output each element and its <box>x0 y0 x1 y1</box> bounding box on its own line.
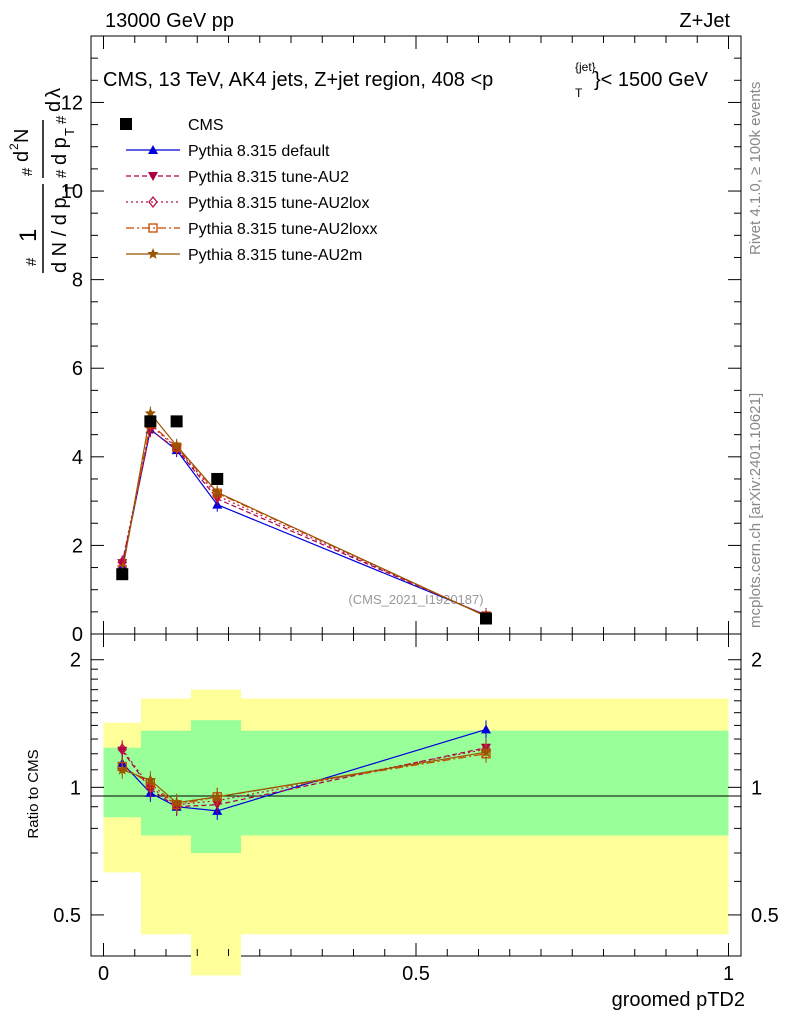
ratio-tick-label-right: 1 <box>751 777 762 799</box>
chart-title-end: }< 1500 GeV <box>594 69 709 91</box>
svg-text:d: d <box>11 151 33 162</box>
svg-text:#: # <box>53 169 70 178</box>
data-point-cms <box>170 415 183 428</box>
ratio-point-AU2m <box>116 763 128 775</box>
header-left: 13000 GeV pp <box>105 10 234 32</box>
legend-label-AU2lox: Pythia 8.315 tune-AU2lox <box>188 195 369 212</box>
analysis-watermark: (CMS_2021_I1920187) <box>348 592 483 607</box>
chart-title-main: CMS, 13 TeV, AK4 jets, Z+jet region, 408… <box>103 69 493 91</box>
ratio-axis-label: Ratio to CMS <box>25 749 42 838</box>
ratio-bands <box>103 689 729 976</box>
legend-marker-AU2lox <box>148 195 158 209</box>
x-tick-label: 0.5 <box>402 963 430 985</box>
svg-text:N: N <box>11 129 33 143</box>
chart-title-sub: T <box>575 86 583 100</box>
ratio-tick-label-right: 2 <box>751 650 762 672</box>
svg-text:T: T <box>62 184 77 192</box>
series-line-default <box>121 428 487 616</box>
ratio-tick-label-left: 2 <box>70 650 81 672</box>
y-tick-label: 12 <box>61 92 83 114</box>
chart-title-sup: {jet} <box>575 60 596 74</box>
ratio-line-AU2 <box>121 747 487 808</box>
y-axis-label: # 1 d N / d p T # d 2 N # d p T # d λ <box>7 88 77 273</box>
legend-marker-AU2loxx <box>148 223 158 233</box>
legend-label-AU2m: Pythia 8.315 tune-AU2m <box>188 247 362 264</box>
legend-marker-AU2 <box>148 172 158 181</box>
svg-text:d: d <box>43 101 65 112</box>
ratio-point-AU2m <box>144 774 157 785</box>
ratio-point-default <box>481 724 491 734</box>
ratio-band-green <box>191 720 241 853</box>
ratio-point-AU2lox <box>117 743 128 756</box>
svg-text:#: # <box>23 257 40 266</box>
legend-label-AU2loxx: Pythia 8.315 tune-AU2loxx <box>188 221 377 238</box>
ratio-axes: 0.5 0.5 1 1 2 2 0 0.5 1 <box>53 634 779 985</box>
legend-marker-cms <box>120 118 132 130</box>
data-point-AU2m <box>211 486 223 498</box>
x-axis-label: groomed pTD2 <box>612 989 745 1011</box>
data-point-cms <box>480 612 492 625</box>
y-tick-label: 10 <box>61 181 83 203</box>
ratio-tick-label-left: 0.5 <box>53 905 81 927</box>
ratio-point-AU2m <box>170 796 183 808</box>
y-tick-label: 4 <box>72 447 83 469</box>
chart-title: CMS, 13 TeV, AK4 jets, Z+jet region, 408… <box>103 60 709 100</box>
legend-label-default: Pythia 8.315 default <box>188 143 330 160</box>
y-tick-label: 8 <box>72 270 83 292</box>
ratio-line-AU2lox <box>121 748 487 806</box>
x-tick-label: 0 <box>98 963 109 985</box>
y-tick-label: 0 <box>72 624 83 646</box>
series-line-AU2 <box>121 429 487 616</box>
svg-text:T: T <box>62 128 77 136</box>
svg-text:#: # <box>53 115 70 124</box>
data-point-AU2m <box>170 439 183 451</box>
svg-text:d p: d p <box>49 137 71 165</box>
legend-label-AU2: Pythia 8.315 tune-AU2 <box>188 169 349 186</box>
header-right: Z+Jet <box>679 10 730 32</box>
data-point-cms <box>211 472 224 485</box>
ratio-series <box>116 720 492 820</box>
mcplots-label: mcplots.cern.ch [arXiv:2401.10621] <box>747 393 764 628</box>
y-tick-label: 2 <box>72 535 83 557</box>
series-line-AU2loxx <box>121 422 487 617</box>
main-axes: 0 2 4 6 8 10 12 <box>61 36 741 646</box>
ratio-tick-label-right: 0.5 <box>751 905 779 927</box>
svg-text:1: 1 <box>15 229 42 242</box>
ratio-tick-label-left: 1 <box>70 777 81 799</box>
svg-text:#: # <box>19 167 36 176</box>
ratio-point-AU2m <box>211 790 223 802</box>
legend-marker-AU2m <box>147 248 159 259</box>
data-point-cms <box>144 415 157 428</box>
legend-label-cms: CMS <box>188 117 224 134</box>
y-tick-label: 6 <box>72 358 83 380</box>
data-point-cms <box>116 568 129 581</box>
legend: CMS Pythia 8.315 default Pythia 8.315 tune… <box>120 117 377 264</box>
svg-text:d N / d p: d N / d p <box>49 197 71 273</box>
svg-text:2: 2 <box>7 143 21 150</box>
ratio-point-AU2m <box>480 746 492 758</box>
legend-marker-default <box>148 145 158 154</box>
main-series <box>116 406 492 625</box>
x-tick-label: 1 <box>723 963 734 985</box>
svg-text:λ: λ <box>43 88 65 98</box>
rivet-label: Rivet 4.1.0, ≥ 100k events <box>747 82 764 255</box>
